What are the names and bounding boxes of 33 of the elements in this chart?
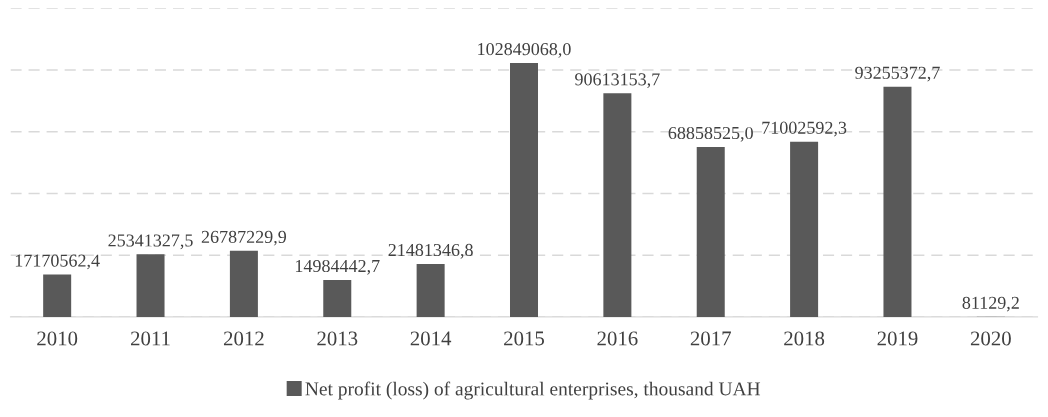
x-tick-label: 2012 bbox=[223, 331, 264, 346]
legend-label: Net profit (loss) of agricultural enterprises, thousand UAH bbox=[305, 381, 761, 400]
data-label: 21481346,8 bbox=[388, 243, 473, 259]
x-tick-label: 2020 bbox=[970, 331, 1011, 346]
bar bbox=[323, 279, 352, 317]
x-tick-label: 2013 bbox=[317, 331, 358, 346]
bar bbox=[509, 63, 539, 317]
data-label: 93255372,7 bbox=[855, 66, 940, 82]
x-tick-label: 2019 bbox=[877, 331, 918, 346]
bar bbox=[790, 141, 819, 317]
data-label: 68858525,0 bbox=[668, 126, 753, 142]
x-tick-label: 2011 bbox=[131, 331, 170, 346]
data-label: 71002592,3 bbox=[762, 121, 847, 137]
bar bbox=[136, 254, 165, 317]
data-label: 90613153,7 bbox=[575, 73, 660, 88]
x-tick-label: 2015 bbox=[504, 331, 545, 346]
data-label: 26787229,9 bbox=[201, 230, 287, 246]
x-tick-label: 2010 bbox=[37, 331, 78, 346]
bar bbox=[883, 86, 912, 317]
x-tick-label: 2018 bbox=[784, 331, 825, 346]
bar bbox=[696, 146, 725, 317]
x-tick-label: 2016 bbox=[597, 331, 638, 346]
data-label: 102849068,0 bbox=[478, 43, 571, 58]
data-label: 17170562,4 bbox=[15, 254, 100, 270]
bar bbox=[229, 250, 258, 317]
x-tick-label: 2014 bbox=[410, 331, 452, 346]
data-label: 14984442,7 bbox=[295, 259, 380, 275]
x-tick-label: 2017 bbox=[690, 331, 731, 346]
data-label: 81129,2 bbox=[962, 296, 1019, 312]
bar bbox=[416, 263, 445, 317]
bar bbox=[603, 93, 632, 317]
data-label: 25341327,5 bbox=[108, 234, 193, 250]
bar bbox=[43, 274, 72, 317]
